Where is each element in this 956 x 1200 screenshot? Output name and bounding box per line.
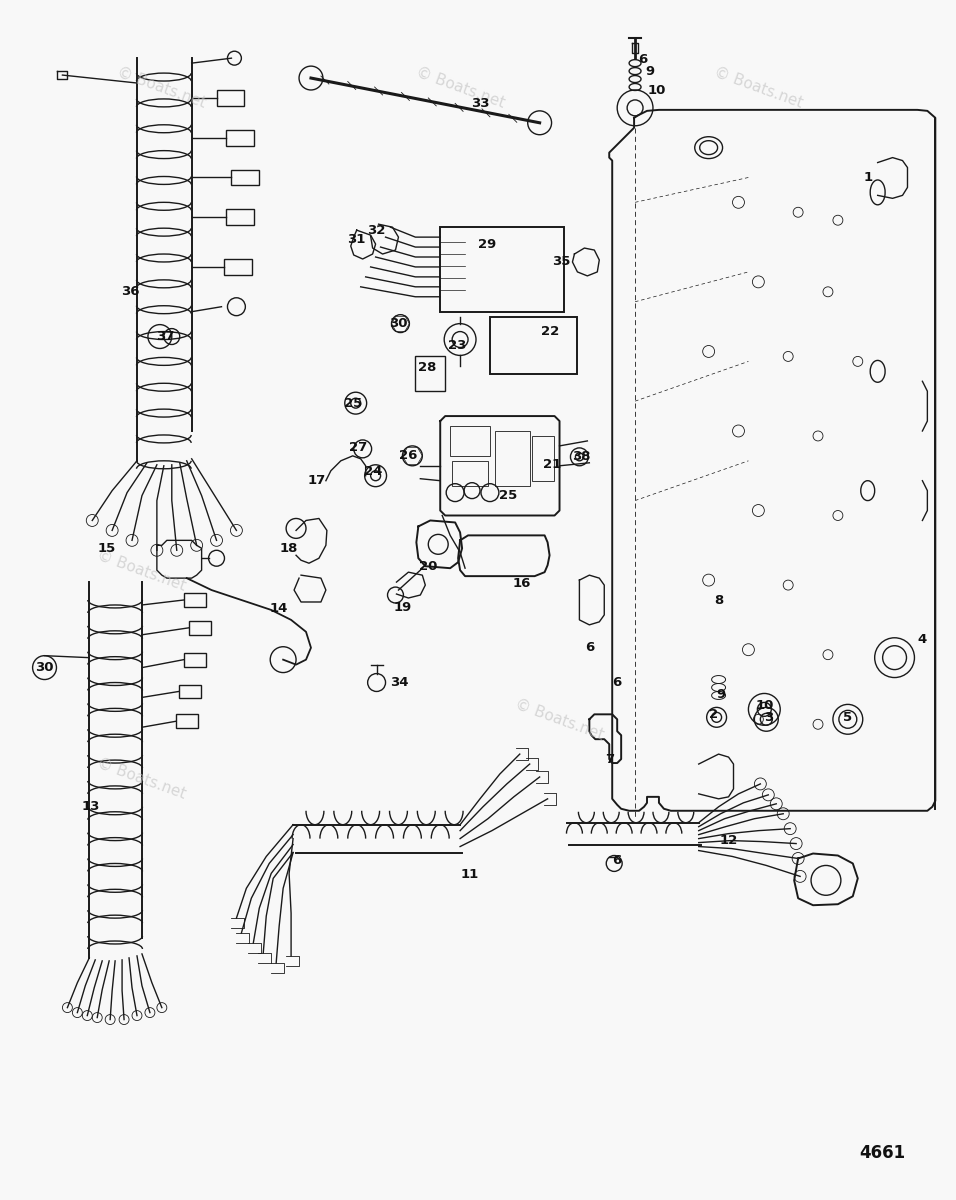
Text: 2: 2 [709,708,718,721]
Bar [179,684,201,698]
Bar [176,714,198,728]
Bar [188,620,210,635]
Bar [450,426,489,456]
Text: 24: 24 [364,466,382,479]
Text: 5: 5 [843,710,853,724]
Bar [489,317,577,374]
Text: 10: 10 [648,84,666,97]
Text: 18: 18 [280,542,298,554]
Text: © Boats.net: © Boats.net [96,756,188,802]
Text: 25: 25 [343,397,362,409]
Text: 15: 15 [98,542,117,554]
Text: 22: 22 [541,325,559,338]
Bar [231,169,259,186]
Bar [184,653,206,667]
Text: 21: 21 [543,458,562,472]
Bar [495,431,530,486]
Text: 20: 20 [419,559,438,572]
Text: 6: 6 [639,53,647,66]
Text: 3: 3 [764,710,773,724]
Text: 12: 12 [720,834,738,847]
Text: 11: 11 [461,868,479,881]
Text: 13: 13 [81,800,99,814]
Text: 31: 31 [348,233,366,246]
Text: 4: 4 [918,634,927,647]
Text: 36: 36 [120,286,140,299]
Text: 1: 1 [863,170,872,184]
Bar [532,436,554,481]
Text: 30: 30 [35,661,54,674]
Text: 9: 9 [716,688,726,701]
Text: 32: 32 [367,223,386,236]
Text: © Boats.net: © Boats.net [116,65,208,112]
Text: 8: 8 [714,594,724,607]
Text: 26: 26 [400,449,418,462]
Text: © Boats.net: © Boats.net [414,65,507,112]
Text: 19: 19 [393,601,412,614]
Text: 23: 23 [448,338,467,352]
Text: © Boats.net: © Boats.net [96,547,188,593]
Text: 30: 30 [389,317,407,330]
Text: © Boats.net: © Boats.net [513,696,606,743]
Bar [216,90,245,106]
Bar [225,259,252,275]
Text: 27: 27 [349,442,367,455]
Text: 33: 33 [470,97,489,110]
Text: 37: 37 [156,330,174,343]
Text: 29: 29 [478,238,496,251]
Text: 6: 6 [613,676,621,689]
Bar [415,356,445,391]
Bar [227,130,254,145]
Bar [227,209,254,226]
Bar [440,227,564,312]
Text: 34: 34 [390,676,409,689]
Text: 35: 35 [553,256,571,269]
Text: © Boats.net: © Boats.net [712,65,805,112]
Text: 16: 16 [512,576,531,589]
Bar [452,461,488,486]
Text: 6: 6 [585,641,594,654]
Text: 6: 6 [613,854,621,866]
Text: 14: 14 [270,602,289,616]
Text: 4661: 4661 [859,1144,905,1162]
Text: 17: 17 [308,474,326,487]
Text: 38: 38 [572,450,591,463]
Text: 25: 25 [499,490,517,502]
Text: 10: 10 [755,698,773,712]
Bar [184,593,206,607]
Text: 28: 28 [418,361,437,374]
Text: 7: 7 [605,752,614,766]
Text: 9: 9 [645,65,655,78]
